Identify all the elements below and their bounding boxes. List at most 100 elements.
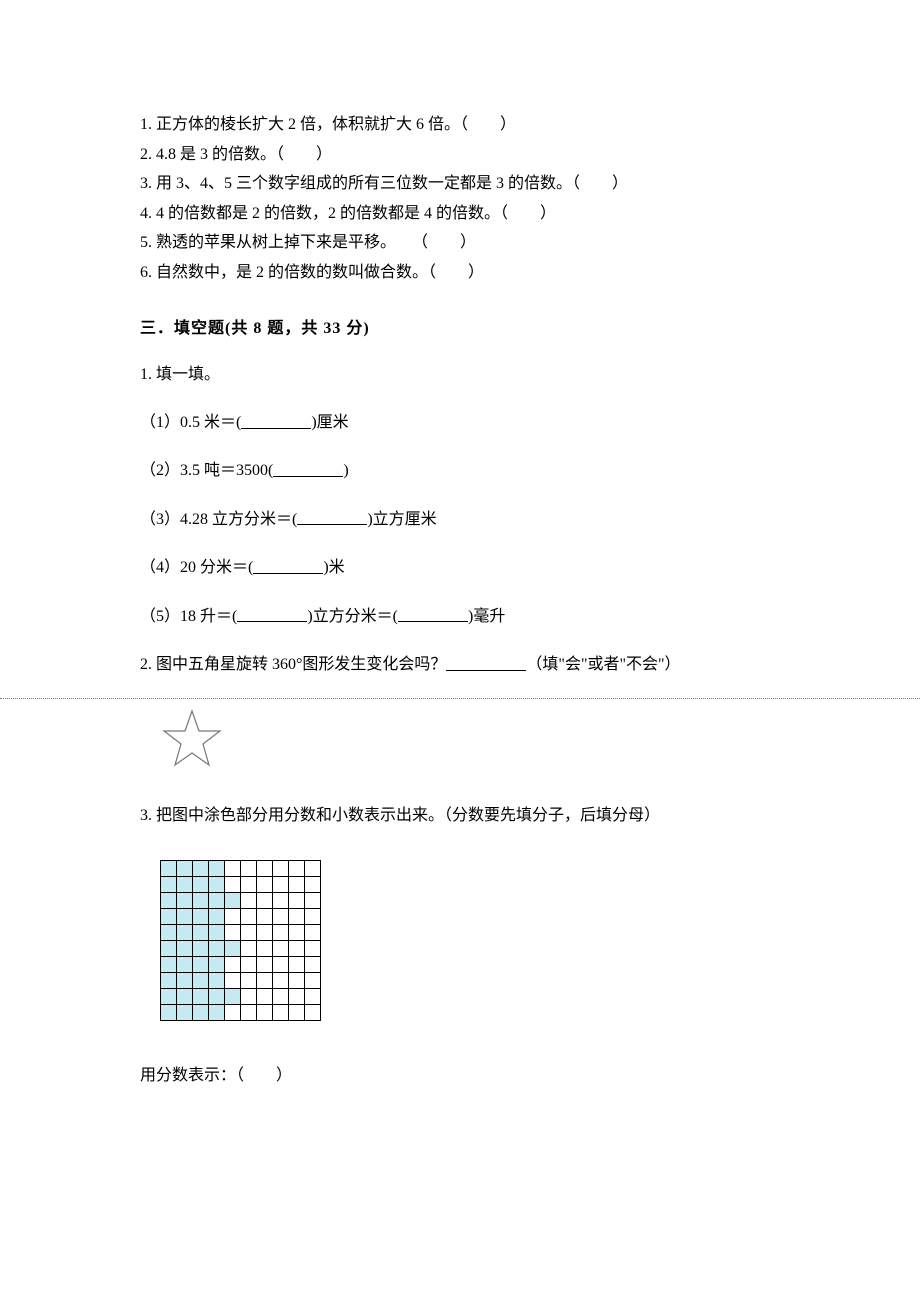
- grid-cell: [209, 892, 225, 908]
- grid-cell: [305, 988, 321, 1004]
- grid-cell: [161, 892, 177, 908]
- grid-cell: [305, 908, 321, 924]
- fill-blank[interactable]: [253, 559, 323, 573]
- grid-cell: [161, 908, 177, 924]
- grid-cell: [193, 892, 209, 908]
- grid-cell: [273, 892, 289, 908]
- grid-cell: [241, 972, 257, 988]
- grid-cell: [161, 956, 177, 972]
- grid-figure: [160, 860, 780, 1021]
- tf-item: 4. 4 的倍数都是 2 的倍数，2 的倍数都是 4 的倍数。（ ）: [140, 199, 780, 229]
- grid-cell: [289, 876, 305, 892]
- fill-blank[interactable]: [446, 656, 526, 670]
- grid-cell: [225, 908, 241, 924]
- grid-cell: [305, 860, 321, 876]
- grid-cell: [193, 988, 209, 1004]
- grid-cell: [193, 924, 209, 940]
- grid-cell: [177, 988, 193, 1004]
- grid-cell: [257, 988, 273, 1004]
- grid-cell: [289, 924, 305, 940]
- fill-blank[interactable]: [398, 608, 468, 622]
- grid-cell: [257, 940, 273, 956]
- fill-blank[interactable]: [273, 463, 343, 477]
- q1-sub-4-post: )米: [323, 559, 344, 576]
- grid-cell: [209, 940, 225, 956]
- grid-cell: [209, 876, 225, 892]
- grid-cell: [225, 972, 241, 988]
- grid-cell: [273, 1004, 289, 1020]
- grid-cell: [273, 908, 289, 924]
- grid-cell: [257, 924, 273, 940]
- grid-cell: [257, 956, 273, 972]
- grid-cell: [305, 972, 321, 988]
- grid-cell: [257, 972, 273, 988]
- fill-blank[interactable]: [237, 608, 307, 622]
- tf-item: 6. 自然数中，是 2 的倍数的数叫做合数。（ ）: [140, 258, 780, 288]
- fill-blank[interactable]: [241, 414, 311, 428]
- q1-sub-4: （4）20 分米＝( )米: [140, 553, 780, 583]
- grid-cell: [225, 956, 241, 972]
- grid-cell: [289, 956, 305, 972]
- grid-cell: [177, 860, 193, 876]
- fill-blank[interactable]: [297, 511, 367, 525]
- grid-cell: [209, 956, 225, 972]
- grid-cell: [225, 1004, 241, 1020]
- grid-cell: [305, 924, 321, 940]
- question-1: 1. 填一填。 （1）0.5 米＝()厘米 （2）3.5 吨＝3500() （3…: [140, 360, 780, 632]
- grid-cell: [161, 940, 177, 956]
- grid-cell: [193, 940, 209, 956]
- grid-cell: [209, 1004, 225, 1020]
- grid-cell: [177, 1004, 193, 1020]
- grid-cell: [241, 908, 257, 924]
- grid-cell: [225, 988, 241, 1004]
- grid-cell: [177, 876, 193, 892]
- grid-cell: [241, 940, 257, 956]
- grid-cell: [225, 876, 241, 892]
- grid-cell: [241, 924, 257, 940]
- grid-cell: [257, 1004, 273, 1020]
- q1-sub-2-pre: （2）3.5 吨＝3500(: [140, 462, 273, 479]
- grid-cell: [209, 924, 225, 940]
- grid-cell: [225, 892, 241, 908]
- grid-cell: [209, 988, 225, 1004]
- grid-cell: [273, 940, 289, 956]
- q1-sub-2: （2）3.5 吨＝3500(): [140, 456, 780, 486]
- grid-cell: [193, 876, 209, 892]
- grid-cell: [225, 924, 241, 940]
- grid-cell: [289, 988, 305, 1004]
- tf-item: 3. 用 3、4、5 三个数字组成的所有三位数一定都是 3 的倍数。（ ）: [140, 169, 780, 199]
- grid-cell: [305, 876, 321, 892]
- tf-item: 2. 4.8 是 3 的倍数。（ ）: [140, 140, 780, 170]
- grid-cell: [177, 908, 193, 924]
- q1-sub-5: （5）18 升＝()立方分米＝()毫升: [140, 602, 780, 632]
- grid-cell: [257, 908, 273, 924]
- q1-sub-4-pre: （4）20 分米＝(: [140, 559, 253, 576]
- grid-cell: [161, 988, 177, 1004]
- section-header: 三．填空题(共 8 题，共 33 分): [140, 314, 780, 338]
- q1-sub-2-post: ): [343, 462, 348, 479]
- grid-cell: [289, 940, 305, 956]
- star-figure: [160, 707, 780, 771]
- grid-cell: [273, 956, 289, 972]
- grid-cell: [193, 1004, 209, 1020]
- q1-sub-1-pre: （1）0.5 米＝(: [140, 414, 241, 431]
- q3-title: 3. 把图中涂色部分用分数和小数表示出来。（分数要先填分子，后填分母）: [140, 801, 780, 831]
- grid-cell: [273, 988, 289, 1004]
- grid-cell: [257, 876, 273, 892]
- q1-sub-3-pre: （3）4.28 立方分米＝(: [140, 511, 297, 528]
- grid-cell: [177, 956, 193, 972]
- grid-cell: [273, 876, 289, 892]
- grid-cell: [177, 924, 193, 940]
- grid-cell: [305, 892, 321, 908]
- star-icon: [160, 707, 224, 771]
- q2-post: （填"会"或者"不会"）: [526, 656, 680, 673]
- grid-cell: [305, 940, 321, 956]
- grid-table: [160, 860, 321, 1021]
- q1-title: 1. 填一填。: [140, 360, 780, 390]
- q1-sub-3: （3）4.28 立方分米＝( )立方厘米: [140, 505, 780, 535]
- question-2: 2. 图中五角星旋转 360°图形发生变化会吗？（填"会"或者"不会"）: [140, 650, 780, 680]
- q1-sub-3-post: )立方厘米: [367, 511, 436, 528]
- grid-cell: [241, 1004, 257, 1020]
- grid-cell: [193, 908, 209, 924]
- grid-cell: [241, 860, 257, 876]
